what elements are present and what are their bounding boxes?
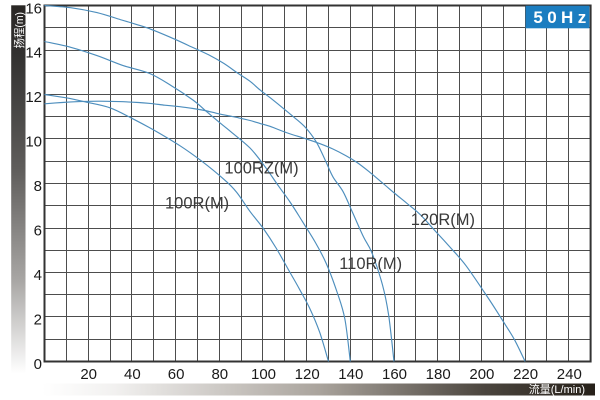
svg-text:14: 14: [25, 45, 42, 62]
svg-text:8: 8: [34, 178, 42, 195]
svg-text:40: 40: [124, 366, 141, 383]
svg-text:80: 80: [211, 366, 228, 383]
svg-text:60: 60: [168, 366, 185, 383]
svg-text:扬程(m): 扬程(m): [13, 12, 26, 49]
svg-text:10: 10: [25, 134, 42, 151]
svg-text:220: 220: [513, 366, 538, 383]
svg-text:120: 120: [295, 366, 320, 383]
svg-text:100RZ(M): 100RZ(M): [224, 160, 298, 178]
svg-text:110R(M): 110R(M): [339, 255, 402, 273]
svg-text:20: 20: [80, 366, 97, 383]
svg-text:50Hz: 50Hz: [533, 8, 590, 27]
svg-text:16: 16: [25, 0, 42, 17]
svg-text:140: 140: [338, 366, 363, 383]
svg-text:12: 12: [25, 89, 42, 106]
svg-text:160: 160: [382, 366, 407, 383]
svg-text:100R(M): 100R(M): [165, 195, 229, 213]
svg-text:0: 0: [34, 356, 42, 373]
svg-text:180: 180: [426, 366, 451, 383]
svg-text:120R(M): 120R(M): [411, 211, 475, 229]
svg-text:240: 240: [557, 366, 582, 383]
svg-text:200: 200: [469, 366, 494, 383]
svg-text:4: 4: [34, 267, 42, 284]
svg-text:流量(L/min): 流量(L/min): [529, 382, 585, 396]
svg-text:100: 100: [251, 366, 276, 383]
svg-text:6: 6: [34, 223, 42, 240]
svg-text:2: 2: [34, 312, 42, 329]
